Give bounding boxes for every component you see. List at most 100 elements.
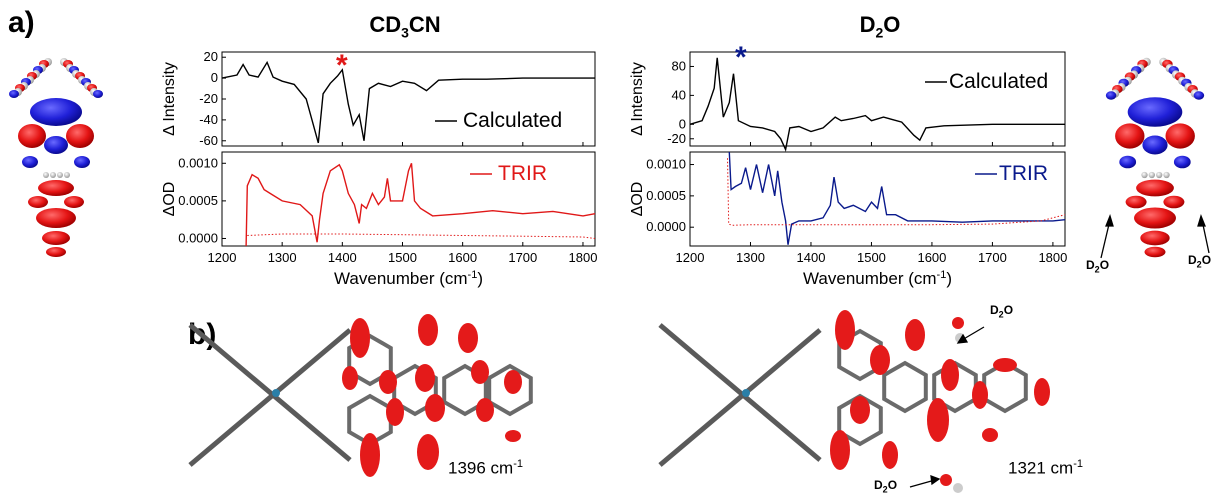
orbital-lobe	[1119, 155, 1137, 169]
orbital-lobe	[9, 90, 19, 98]
ellipsoid	[927, 398, 949, 442]
ellipsoid	[425, 394, 445, 422]
x-tick-label: 1400	[797, 250, 826, 265]
water-label-b-top-tail: O	[1003, 303, 1014, 317]
water-oxygen	[940, 474, 952, 486]
y-tick-label: 0	[679, 116, 686, 131]
ring	[932, 360, 978, 414]
ellipsoid	[386, 398, 404, 426]
orbital-lobe	[1127, 97, 1183, 127]
ellipsoid	[905, 319, 925, 351]
water-arrows	[909, 214, 1210, 488]
series-line-dotted	[247, 233, 596, 239]
ellipsoid	[870, 345, 890, 375]
ellipsoid	[417, 434, 439, 470]
orbital-lobe	[28, 196, 48, 208]
atom	[1163, 171, 1170, 179]
plot-frame	[221, 151, 596, 247]
x-tick-label: 1800	[569, 250, 598, 265]
orbital-lobe	[30, 98, 82, 126]
y-axis-label: Δ Intensity	[161, 62, 178, 136]
y-tick-label: 0.0010	[178, 155, 218, 170]
water-label-a-right: D2O	[1188, 253, 1211, 269]
bond	[188, 328, 352, 467]
ellipsoid	[360, 433, 380, 477]
ellipsoid	[471, 360, 489, 384]
ellipsoid	[972, 381, 988, 409]
y-tick-label: -60	[199, 133, 218, 148]
x-tick-label: 1500	[857, 250, 886, 265]
ellipsoid	[1034, 378, 1050, 406]
water-label-b-bottom-main: D	[874, 478, 883, 492]
orbital-lobe	[42, 231, 70, 245]
ellipsoid	[458, 323, 478, 353]
ring	[882, 360, 928, 414]
peak-marker-right: *	[735, 41, 747, 74]
x-tick-label: 1600	[917, 250, 946, 265]
chart-cd3cn-calculated: 20 0 -20 -40 -60 Δ Intensity Calculated	[161, 49, 596, 148]
y-axis-label: ΔOD	[629, 182, 646, 217]
orbital-lobe	[1140, 230, 1170, 246]
orbital-lobe	[44, 136, 68, 154]
y-tick-label: 80	[672, 58, 686, 73]
y-tick-label: 20	[204, 49, 218, 64]
molecule-left-image	[188, 314, 533, 477]
orbital-lobe	[1193, 91, 1205, 100]
orbital-lobe	[1134, 207, 1176, 229]
water-label-b-top: D2O	[990, 303, 1013, 319]
x-tick-label: 1600	[448, 250, 477, 265]
orbital-left-image	[9, 58, 103, 257]
orbital-lobe	[1165, 123, 1195, 149]
orbital-lobe	[1173, 155, 1191, 169]
atom	[1156, 171, 1163, 179]
freq-label-right-sup: -1	[1073, 458, 1083, 470]
plot-frame	[689, 151, 1066, 247]
ellipsoid	[379, 370, 397, 394]
x-axis-label: Wavenumber (cm-1)	[803, 269, 952, 288]
water-label-b-top-main: D	[990, 303, 999, 317]
ellipsoid	[993, 358, 1017, 372]
x-tick-label: 1800	[1038, 250, 1067, 265]
x-tick-label: 1200	[208, 250, 237, 265]
freq-label-left-text: 1396 cm	[448, 458, 514, 478]
water-label-b-bottom: D2O	[874, 478, 897, 494]
orbital-lobe	[1105, 91, 1117, 100]
series-line	[245, 163, 596, 247]
chart-d2o-calculated: 80 40 0-20 Δ Intensity Calculated	[629, 51, 1066, 152]
y-tick-label: 0	[211, 70, 218, 85]
x-tick-label: 1700	[978, 250, 1007, 265]
left-title-tail: CN	[408, 12, 441, 37]
water-label-b-top-sub: 2	[998, 309, 1004, 320]
water-label-a-right-tail: O	[1201, 253, 1212, 267]
water-label-a-right-sub: 2	[1196, 259, 1202, 270]
atom	[1148, 171, 1155, 179]
ellipsoid	[350, 318, 370, 358]
orbital-lobe	[1163, 195, 1185, 209]
x-tick-label: 1700	[508, 250, 537, 265]
orbital-lobe	[1125, 195, 1147, 209]
freq-label-left: 1396 cm-1	[448, 458, 523, 479]
x-tick-label: 1300	[268, 250, 297, 265]
water-oxygen	[952, 317, 964, 329]
ellipsoid	[476, 398, 494, 422]
panel-a-label: a)	[8, 6, 35, 39]
water-label-a-left-main: D	[1086, 258, 1095, 272]
freq-label-right-text: 1321 cm	[1008, 458, 1074, 478]
x-tick-label: 1500	[388, 250, 417, 265]
right-title-tail: O	[883, 12, 901, 37]
ellipsoid	[941, 359, 959, 391]
orbital-lobe	[74, 156, 90, 168]
orbital-lobe	[93, 90, 103, 98]
orbital-lobe	[18, 124, 46, 148]
peak-marker-left: *	[336, 49, 348, 82]
series-line	[221, 60, 595, 144]
x-tick-label: 1300	[736, 250, 765, 265]
orbital-lobe	[1142, 135, 1168, 155]
legend-label: Calculated	[949, 70, 1048, 93]
ring	[487, 363, 533, 417]
y-tick-label: 0.0005	[178, 193, 218, 208]
series-line	[689, 57, 1065, 152]
ellipsoid	[504, 370, 522, 394]
ellipsoid	[835, 310, 855, 350]
